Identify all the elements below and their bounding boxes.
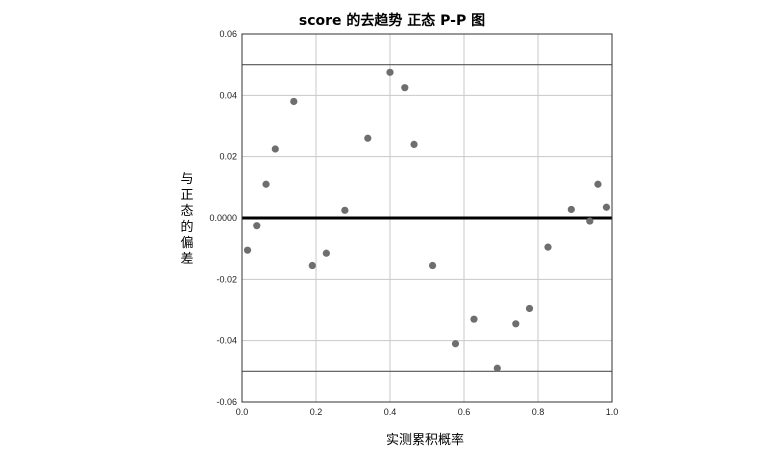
- x-axis-label: 实测累积概率: [386, 432, 464, 448]
- y-axis-label-char: 偏: [180, 236, 193, 251]
- data-point: [401, 84, 409, 92]
- data-point: [410, 140, 418, 148]
- data-point: [386, 68, 394, 76]
- y-tick-label: -0.02: [216, 274, 237, 284]
- data-point: [271, 145, 279, 153]
- data-point: [322, 249, 330, 257]
- data-point: [262, 180, 270, 188]
- y-tick-label: 0.04: [219, 90, 237, 100]
- data-point: [253, 222, 261, 230]
- data-point: [470, 315, 478, 323]
- data-point: [451, 340, 460, 348]
- data-point: [243, 246, 252, 254]
- data-point: [308, 261, 316, 270]
- y-axis-label-char: 差: [180, 252, 193, 267]
- x-tick-label: 0.4: [384, 407, 397, 417]
- data-point: [428, 261, 437, 270]
- y-tick-label: 0.06: [219, 29, 237, 39]
- x-tick-label: 0.2: [310, 407, 323, 417]
- data-point: [594, 180, 602, 188]
- data-point: [544, 243, 552, 251]
- data-point: [364, 134, 372, 142]
- data-point: [341, 206, 349, 214]
- data-point: [586, 217, 594, 225]
- data-point: [567, 205, 575, 214]
- chart-title: score 的去趋势 正态 P-P 图: [299, 12, 485, 29]
- y-tick-label: -0.04: [216, 336, 237, 346]
- y-tick-label: 0.02: [219, 152, 237, 162]
- data-point: [602, 203, 611, 211]
- data-point: [525, 304, 534, 313]
- data-point: [512, 320, 520, 328]
- y-axis-label-char: 与: [180, 172, 193, 187]
- y-axis-label-char: 正: [180, 188, 193, 203]
- x-tick-label: 0.0: [236, 407, 249, 417]
- y-tick-label: 0.0000: [209, 213, 237, 223]
- y-axis-label-char: 的: [180, 219, 193, 235]
- x-tick-label: 0.6: [458, 407, 471, 417]
- y-axis-label-char: 态: [180, 204, 193, 219]
- data-point: [493, 364, 501, 372]
- plot-frame: [241, 33, 613, 403]
- data-point: [290, 97, 298, 106]
- plot-area: 0.0 0.2 0.4 0.6 0.8 1.0 0.06 0.04 0.02 0.0000 -0.0…: [209, 29, 618, 417]
- x-tick-label: 1.0: [606, 407, 619, 417]
- x-tick-label: 0.8: [532, 407, 545, 417]
- y-tick-label: -0.06: [216, 397, 237, 407]
